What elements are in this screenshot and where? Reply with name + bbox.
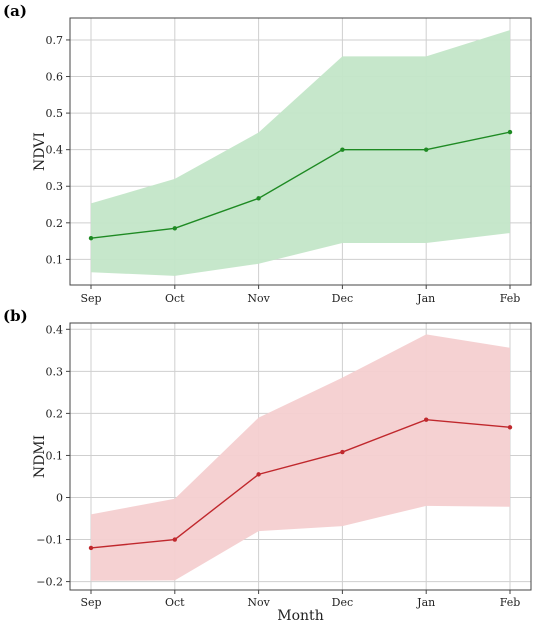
x-tick-label: Feb: [500, 596, 521, 609]
y-tick-label: 0.7: [46, 34, 64, 47]
y-tick-label: 0.4: [46, 323, 64, 336]
y-tick-label: 0.1: [46, 253, 64, 266]
series-line: [90, 418, 511, 549]
data-point: [424, 147, 429, 152]
y-tick-label: 0.4: [46, 144, 64, 157]
data-point: [507, 425, 513, 430]
x-tick-label: Dec: [332, 596, 354, 609]
y-tick-label: 0.2: [46, 217, 64, 230]
data-point: [88, 545, 94, 551]
x-tick-label: Feb: [500, 292, 521, 305]
data-point: [507, 129, 513, 135]
confidence-band: [91, 334, 510, 581]
data-point: [340, 449, 345, 455]
panel-label: (b): [3, 307, 28, 325]
data-point: [424, 417, 429, 422]
panel-label: (a): [3, 2, 27, 20]
data-point: [172, 537, 177, 542]
data-point: [172, 226, 177, 231]
y-axis-label: NDMI: [32, 435, 48, 478]
y-tick-label: 0.5: [46, 107, 64, 120]
series-line: [90, 131, 511, 239]
y-tick-label: 0.1: [46, 449, 64, 462]
y-tick-label: 0.2: [46, 407, 64, 420]
data-point: [256, 196, 261, 201]
x-tick-label: Jan: [416, 596, 435, 609]
y-tick-label: 0.3: [46, 365, 64, 378]
y-tick-label: −0.2: [36, 576, 63, 589]
data-point: [88, 235, 94, 241]
plot-frame: [69, 322, 532, 591]
confidence-band: [91, 30, 510, 276]
y-tick-label: 0.6: [46, 71, 64, 84]
x-tick-label: Oct: [165, 292, 185, 305]
x-tick-label: Jan: [416, 292, 435, 305]
x-tick-label: Oct: [165, 596, 185, 609]
x-axis-label: Month: [277, 608, 323, 624]
x-tick-label: Nov: [247, 292, 270, 305]
y-axis-label: NDVI: [32, 132, 48, 171]
y-tick-label: 0.3: [46, 180, 64, 193]
x-tick-label: Dec: [332, 292, 354, 305]
y-tick-label: 0: [56, 491, 63, 504]
plot-frame: [69, 17, 532, 286]
data-point: [340, 147, 345, 152]
data-point: [256, 472, 261, 477]
x-tick-label: Nov: [247, 596, 270, 609]
y-tick-label: −0.1: [36, 534, 63, 547]
x-tick-label: Sep: [80, 596, 101, 609]
x-tick-label: Sep: [80, 292, 101, 305]
